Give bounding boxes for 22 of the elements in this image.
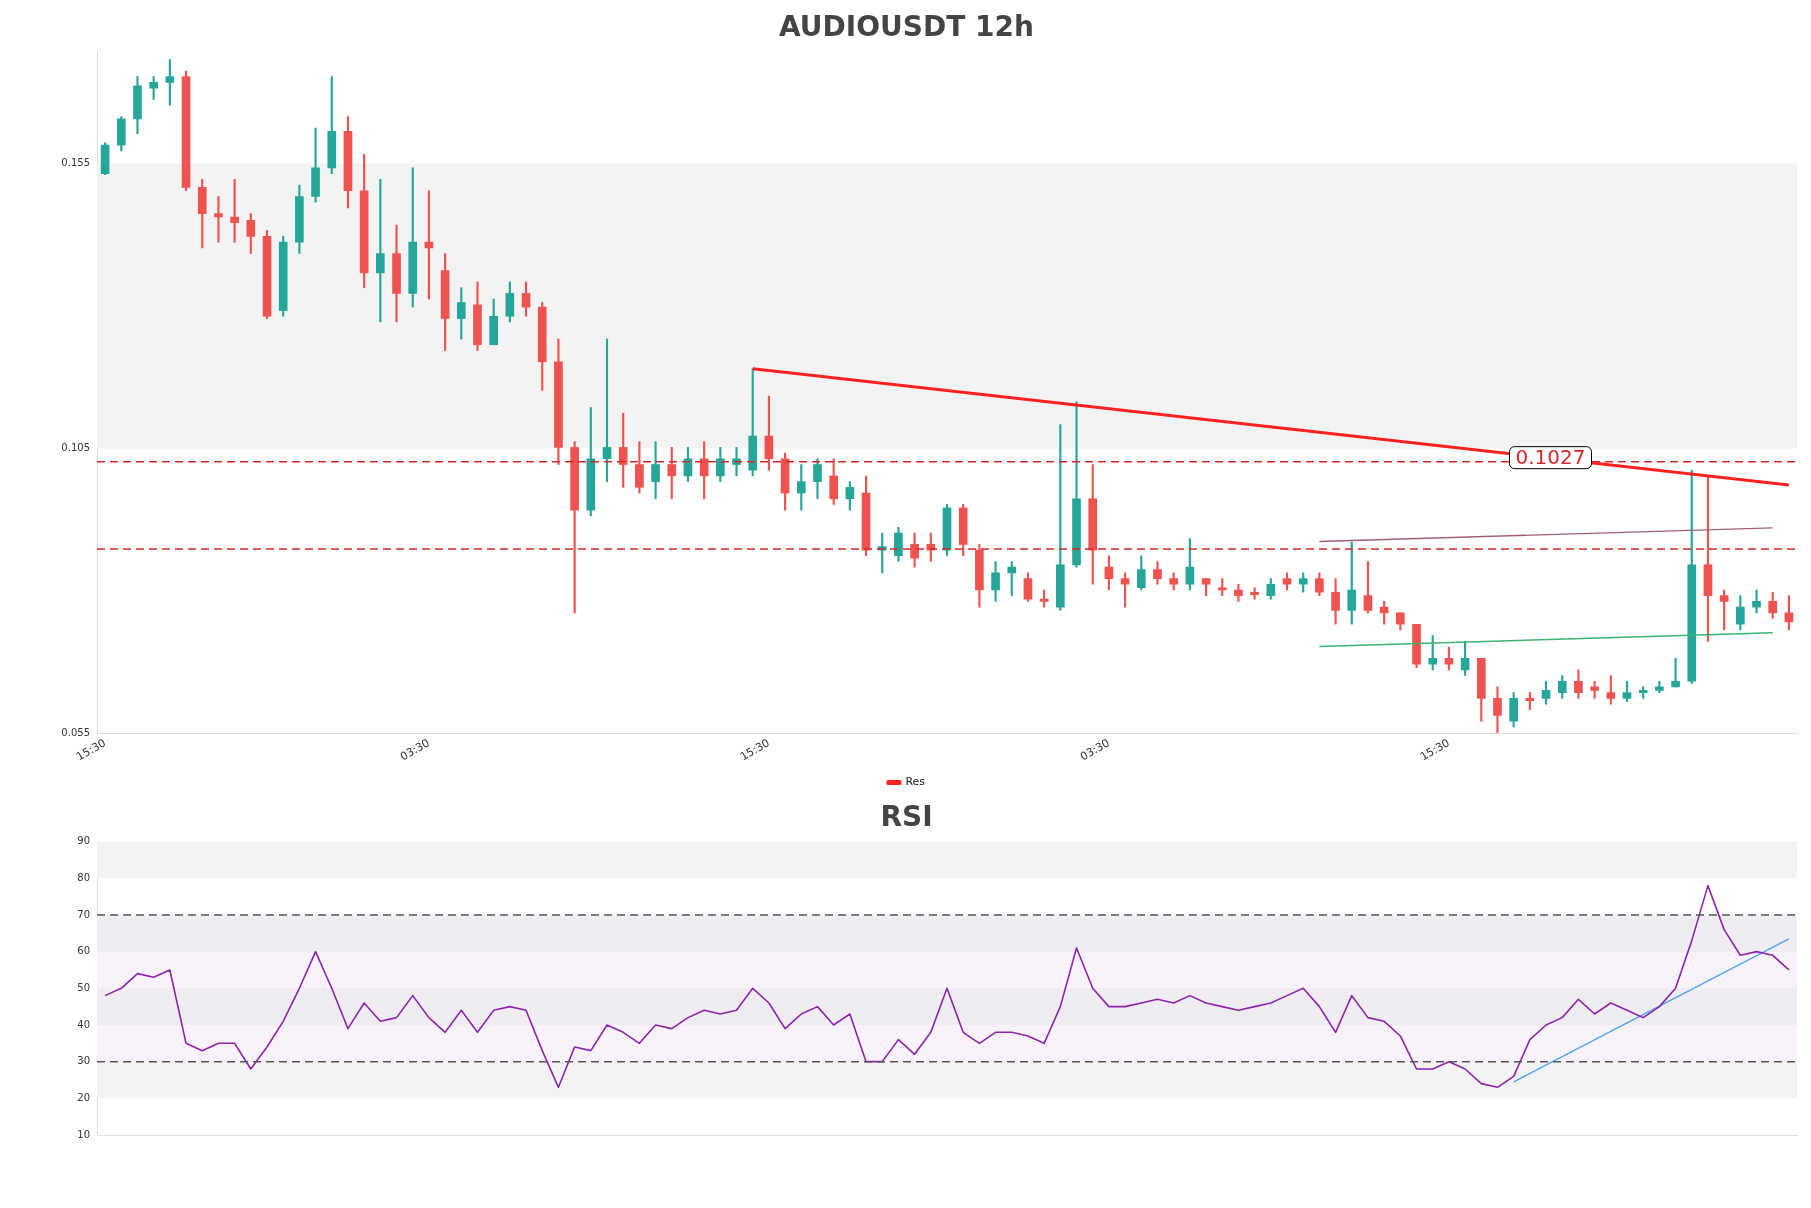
candlestick [1752,589,1761,614]
chart-title: RSI [880,800,933,834]
ref-line-label: 0.1027 [1515,444,1586,469]
y-tick-label: 90 [77,835,90,847]
y-tick-label: 0.105 [61,442,90,454]
legend-label: Res [905,775,926,789]
y-tick-label: 0.055 [61,727,90,739]
y-tick-label: 80 [77,871,90,883]
candlestick [651,441,660,500]
candlestick [214,196,223,243]
candlestick [732,447,741,477]
y-tick-label: 0.155 [61,156,90,168]
y-tick-label: 20 [77,1091,90,1103]
chart-title: AUDIOUSDT 12h [779,10,1034,44]
y-tick-label: 70 [77,908,90,920]
candlestick [1234,583,1243,602]
y-tick-label: 50 [77,981,90,993]
y-tick-label: 10 [77,1128,90,1140]
candlestick [1671,658,1680,688]
y-tick-label: 40 [77,1018,90,1030]
y-tick-label: 30 [77,1055,90,1067]
y-tick-label: 60 [77,945,90,957]
